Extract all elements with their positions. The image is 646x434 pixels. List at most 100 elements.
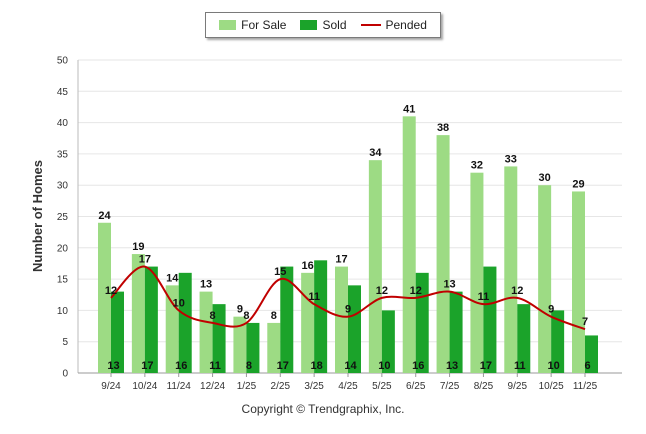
bar-for-sale [368,160,382,373]
bars [98,116,598,373]
sold-value-label: 17 [141,360,153,372]
bar-for-sale [504,166,518,373]
x-tick-label: 2/25 [271,381,291,392]
y-tick-label: 40 [57,118,69,129]
bar-for-sale [335,266,348,373]
bar-for-sale [267,322,281,373]
pended-value-label: 10 [173,297,185,309]
bar-for-sale [402,116,416,373]
sold-value-label: 10 [378,360,390,372]
bar-sold [585,335,598,373]
y-tick-label: 30 [57,181,69,192]
legend: For Sale Sold Pended [205,12,441,38]
copyright-text: Copyright © Trendgraphix, Inc. [241,402,405,416]
for-sale-value-label: 33 [505,153,517,165]
legend-label-sold: Sold [322,18,347,32]
y-tick-label: 5 [62,337,68,348]
bar-sold [246,322,260,373]
pended-value-label: 12 [376,285,388,297]
bar-for-sale [233,316,247,373]
bar-for-sale [98,222,111,373]
for-sale-value-label: 30 [539,172,551,184]
sold-value-label: 8 [246,360,252,372]
pended-value-label: 9 [345,304,351,316]
pended-value-label: 11 [308,291,320,303]
x-tick-label: 7/25 [440,381,460,392]
bar-sold [314,260,328,373]
y-tick-label: 50 [57,56,69,67]
legend-item-for-sale[interactable]: For Sale [219,18,286,32]
bar-for-sale [131,254,145,373]
sold-value-label: 17 [480,360,492,372]
y-tick-label: 15 [57,275,69,286]
pended-value-label: 8 [210,310,216,322]
x-tick-label: 6/25 [406,381,426,392]
sold-value-label: 18 [311,360,323,372]
bar-sold [551,310,565,373]
pended-value-label: 13 [443,279,455,291]
bar-for-sale [436,135,450,373]
bar-for-sale [538,185,552,373]
y-tick-label: 45 [57,87,69,98]
pended-value-label: 8 [243,310,249,322]
y-tick-label: 35 [57,149,69,160]
sold-value-label: 6 [584,360,590,372]
y-tick-label: 0 [62,369,68,380]
legend-item-pended[interactable]: Pended [360,18,427,32]
axes: 0 5 10 15 20 25 30 35 40 45 50 9/24 10/24 11/24 12/24 1… [57,56,622,392]
x-tick-label: 3/25 [304,381,324,392]
bar-sold [449,291,463,373]
sold-value-label: 13 [446,360,458,372]
for-sale-value-label: 9 [237,304,243,316]
legend-label-for-sale: For Sale [241,18,287,32]
for-sale-value-label: 17 [335,254,347,266]
pended-value-label: 12 [410,285,422,297]
bar-sold [178,272,192,373]
x-tick-label: 9/25 [508,381,528,392]
x-tick-label: 5/25 [372,381,392,392]
sold-value-label: 11 [514,360,526,372]
x-tick-label: 4/25 [338,381,358,392]
for-sale-value-label: 41 [403,103,415,115]
for-sale-value-label: 19 [132,241,144,253]
pended-value-label: 15 [274,266,286,278]
for-sale-swatch-icon [219,20,237,30]
bar-sold [381,310,395,373]
pended-line-swatch-icon [360,24,381,26]
x-tick-label: 10/25 [539,381,564,392]
x-tick-label: 11/24 [167,381,192,392]
bar-for-sale [572,191,585,373]
pended-value-label: 17 [139,254,151,266]
bar-for-sale [470,172,484,373]
for-sale-value-label: 24 [98,210,111,222]
bar-sold [280,266,294,373]
for-sale-value-label: 16 [302,260,314,272]
sold-value-label: 10 [548,360,560,372]
pended-line [110,265,586,331]
y-tick-label: 10 [57,306,69,317]
pended-value-label: 12 [511,285,523,297]
sold-value-label: 13 [107,360,119,372]
sold-value-label: 14 [344,360,357,372]
bar-sold [111,291,124,373]
sold-value-label: 11 [209,360,221,372]
for-sale-value-label: 13 [200,279,212,291]
legend-item-sold[interactable]: Sold [300,18,347,32]
y-axis-label: Number of Homes [30,160,45,272]
x-tick-label: 10/24 [132,381,157,392]
for-sale-value-label: 32 [471,160,483,172]
pended-value-label: 12 [105,285,117,297]
legend-label-pended: Pended [385,18,427,32]
x-tick-label: 9/24 [101,381,121,392]
for-sale-value-label: 14 [166,272,179,284]
for-sale-value-label: 29 [572,178,584,190]
sold-value-label: 17 [277,360,289,372]
bar-sold [212,304,226,373]
bar-for-sale [301,272,315,373]
sold-value-label: 16 [412,360,424,372]
bar-for-sale [199,291,213,373]
for-sale-value-label: 34 [369,147,382,159]
bar-sold [483,266,497,373]
